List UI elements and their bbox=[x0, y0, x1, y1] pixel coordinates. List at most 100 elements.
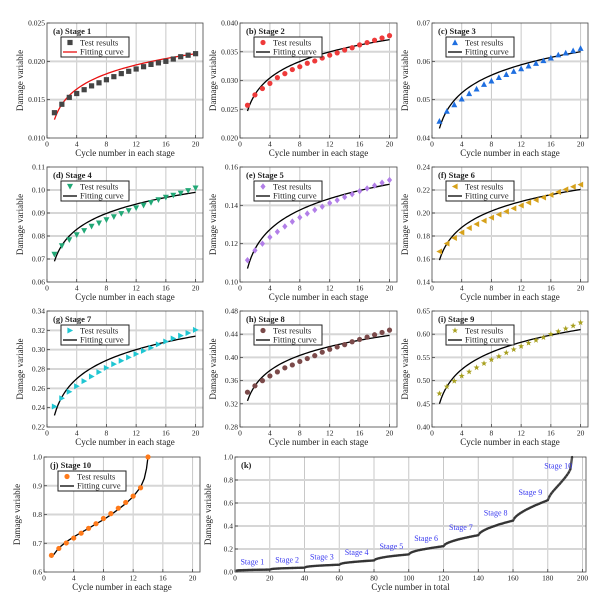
fitting-curve bbox=[438, 51, 581, 129]
test-result-point bbox=[386, 33, 393, 39]
x-tick-label: 4 bbox=[460, 284, 464, 293]
test-result-point bbox=[163, 58, 169, 64]
x-tick-label: 16 bbox=[356, 284, 364, 293]
y-axis-title: Damage variable bbox=[208, 50, 218, 111]
y-tick-label: 0.24 bbox=[32, 403, 45, 412]
x-tick-label: 200 bbox=[577, 574, 589, 583]
y-tick-label: 0.60 bbox=[417, 330, 430, 339]
data-point bbox=[305, 565, 308, 568]
x-tick-label: 4 bbox=[268, 140, 272, 149]
test-result-point bbox=[185, 52, 191, 58]
data-point bbox=[553, 488, 556, 491]
test-result-point bbox=[510, 205, 517, 212]
data-point bbox=[286, 567, 289, 570]
data-point bbox=[537, 502, 541, 505]
panel-title: (j) Stage 10 bbox=[50, 460, 91, 470]
fitting-curve bbox=[53, 53, 196, 120]
x-tick-label: 8 bbox=[490, 429, 494, 438]
test-result-point bbox=[74, 90, 80, 97]
data-point bbox=[482, 529, 485, 532]
y-tick-label: 0.16 bbox=[417, 255, 430, 264]
damage-curve bbox=[236, 456, 574, 572]
test-result-point bbox=[555, 188, 561, 195]
test-result-point bbox=[547, 54, 554, 61]
y-tick-label: 0.20 bbox=[417, 209, 430, 218]
stage-label: Stage 9 bbox=[519, 488, 543, 497]
x-tick-label: 0 bbox=[45, 429, 49, 438]
test-result-point bbox=[289, 218, 295, 225]
test-result-point bbox=[312, 58, 318, 64]
y-tick-label: 1.0 bbox=[33, 453, 43, 462]
test-result-point bbox=[145, 454, 151, 460]
legend-marker bbox=[67, 327, 74, 334]
x-tick-label: 8 bbox=[298, 140, 302, 149]
x-tick-label: 40 bbox=[301, 574, 309, 583]
data-point bbox=[383, 556, 386, 559]
data-point bbox=[292, 566, 296, 570]
test-result-point bbox=[155, 60, 162, 66]
data-point bbox=[503, 521, 506, 524]
data-point bbox=[336, 563, 339, 566]
test-result-point bbox=[267, 373, 273, 379]
test-result-point bbox=[532, 197, 539, 204]
test-result-point bbox=[555, 51, 562, 58]
test-result-point bbox=[85, 525, 92, 531]
test-result-point bbox=[481, 81, 487, 87]
data-point bbox=[421, 548, 424, 551]
y-tick-label: 0.030 bbox=[221, 76, 238, 85]
data-point bbox=[551, 490, 555, 493]
stage-label: Stage 10 bbox=[544, 462, 572, 471]
x-tick-label: 80 bbox=[370, 574, 378, 583]
data-point bbox=[259, 568, 263, 571]
test-result-point bbox=[192, 185, 199, 192]
test-result-point bbox=[458, 229, 465, 236]
y-tick-label: 0.8 bbox=[33, 510, 43, 519]
legend-label-fit: Fitting curve bbox=[273, 191, 317, 201]
data-point bbox=[517, 513, 520, 516]
data-point bbox=[296, 566, 299, 569]
stage-label: Stage 8 bbox=[484, 508, 508, 517]
test-result-point bbox=[518, 202, 524, 209]
data-point bbox=[265, 568, 268, 571]
test-result-point bbox=[48, 552, 55, 558]
data-point bbox=[501, 522, 504, 525]
data-point bbox=[266, 568, 270, 571]
test-result-point bbox=[466, 90, 473, 97]
test-result-point bbox=[297, 64, 303, 70]
data-point bbox=[385, 555, 388, 558]
fitting-curve bbox=[438, 328, 581, 405]
data-point bbox=[294, 566, 297, 569]
test-result-point bbox=[163, 338, 169, 345]
test-result-point bbox=[436, 390, 443, 397]
x-tick-label: 12 bbox=[326, 284, 334, 293]
test-result-point bbox=[74, 383, 80, 390]
data-point bbox=[308, 565, 311, 568]
test-result-point bbox=[274, 369, 280, 375]
legend-label-test: Test results bbox=[465, 38, 503, 48]
data-point bbox=[557, 484, 560, 487]
data-point bbox=[565, 474, 568, 477]
x-tick-label: 16 bbox=[356, 429, 364, 438]
data-point bbox=[247, 568, 251, 572]
data-point bbox=[445, 542, 449, 545]
test-result-point bbox=[289, 66, 295, 73]
x-tick-label: 8 bbox=[298, 284, 302, 293]
y-axis-title: Damage variable bbox=[12, 484, 22, 545]
test-result-point bbox=[312, 353, 318, 359]
data-point bbox=[393, 554, 396, 557]
data-point bbox=[388, 555, 391, 558]
y-tick-label: 0.09 bbox=[32, 209, 45, 218]
y-tick-label: 1.0 bbox=[224, 453, 234, 462]
legend-box bbox=[253, 36, 323, 58]
panel-stage-5: 0 4 8 12 16 20 0.10 0.12 0.14 0.16 Cycle number in… bbox=[208, 163, 398, 302]
data-point bbox=[320, 564, 323, 567]
data-point bbox=[534, 504, 537, 507]
test-result-point bbox=[466, 224, 472, 231]
data-point bbox=[513, 516, 516, 519]
data-point bbox=[518, 512, 522, 515]
data-point bbox=[522, 510, 525, 513]
test-result-point bbox=[518, 65, 525, 72]
